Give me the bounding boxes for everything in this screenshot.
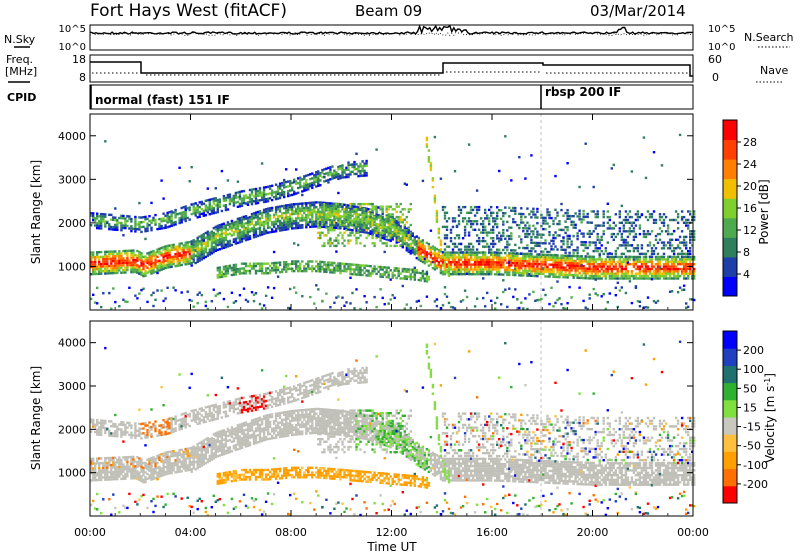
- colorbar-swatch: [723, 382, 737, 401]
- time-axis-label: Time UT: [366, 540, 417, 554]
- colorbar-swatch: [723, 198, 737, 219]
- cpid-label-normal: normal (fast) 151 IF: [95, 93, 230, 107]
- y-tick-label: 4000: [58, 130, 86, 143]
- colorbar-swatch: [723, 178, 737, 199]
- colorbar-tick-label: -200: [743, 478, 768, 491]
- freq-left-tick-bottom: 8: [79, 71, 86, 84]
- velocity-colorbar: 200 100 50 15 -15 -50 -100 -200 Velocity [m s-1…: [722, 330, 778, 504]
- nsearch-label: N.Search: [744, 31, 794, 44]
- x-tick-label: 04:00: [175, 526, 207, 539]
- colorbar-tick-label: 200: [743, 344, 764, 357]
- power-panel: 1000 2000 3000 4000 Slant Range [km]: [29, 113, 696, 311]
- colorbar-tick-label: 4: [743, 268, 750, 281]
- colorbar-tick-label: 8: [743, 246, 750, 259]
- colorbar-tick-label: 100: [743, 363, 764, 376]
- colorbar-tick-label: 50: [743, 382, 757, 395]
- power-x-ticks: [89, 114, 694, 310]
- x-tick-label: 20:00: [577, 526, 609, 539]
- nave-trace: [92, 71, 688, 76]
- velocity-colorbar-label: Velocity [m s-1]: [763, 373, 778, 463]
- nsearch-trace: [89, 31, 694, 37]
- date-label: 03/Mar/2014: [590, 2, 686, 20]
- nsky-trace: [89, 24, 694, 35]
- freq-right-tick-top: 60: [708, 53, 722, 66]
- y-tick-label: 3000: [58, 173, 86, 186]
- x-tick-label: 00:00: [677, 526, 709, 539]
- power-ylabel: Slant Range [km]: [29, 160, 43, 264]
- power-scatter: [90, 133, 696, 311]
- y-tick-label: 1000: [58, 467, 86, 480]
- y-tick-label: 3000: [58, 380, 86, 393]
- nsky-label: N.Sky: [4, 33, 36, 46]
- noise-right-tick-top: 10^5: [708, 24, 735, 35]
- colorbar-tick-label: 16: [743, 202, 757, 215]
- colorbar-swatch: [723, 139, 737, 160]
- freq-left-tick-top: 18: [72, 53, 86, 66]
- y-tick-label: 1000: [58, 260, 86, 273]
- colorbar-swatch: [723, 159, 737, 180]
- colorbar-swatch: [723, 348, 737, 366]
- velocity-scatter: [90, 340, 696, 517]
- colorbar-swatch: [723, 331, 737, 349]
- freq-panel: 18 8 60 0: [72, 53, 722, 84]
- freq-trace: [90, 61, 693, 77]
- velocity-y-ticks: 1000 2000 3000 4000: [58, 337, 693, 480]
- colorbar-tick-label: -15: [743, 421, 761, 434]
- colorbar-tick-label: -100: [743, 459, 768, 472]
- colorbar-swatch: [723, 256, 737, 277]
- x-tick-label: 12:00: [376, 526, 408, 539]
- colorbar-swatch: [723, 485, 737, 504]
- station-title: Fort Hays West (fitACF): [90, 1, 287, 21]
- colorbar-tick-label: 15: [743, 401, 757, 414]
- colorbar-swatch: [723, 451, 737, 470]
- colorbar-swatch: [723, 120, 737, 141]
- power-colorbar: 4 8 12 16 20 24 28 Power [dB]: [722, 119, 771, 297]
- noise-panel: 10^5 10^0 10^5 10^0: [59, 24, 736, 53]
- beam-label: Beam 09: [355, 2, 422, 20]
- velocity-x-ticks: 00:00 04:00 08:00 12:00 16:00 20:00 00:00: [74, 321, 709, 539]
- nave-label: Nave: [760, 64, 788, 77]
- colorbar-swatch: [723, 399, 737, 418]
- colorbar-swatch: [723, 468, 737, 487]
- noise-left-tick-bottom: 10^0: [59, 42, 86, 53]
- cpid-panel: normal (fast) 151 IF rbsp 200 IF: [89, 84, 694, 110]
- cpid-label-rbsp: rbsp 200 IF: [545, 85, 621, 99]
- colorbar-tick-label: 20: [743, 180, 757, 193]
- y-tick-label: 2000: [58, 423, 86, 436]
- colorbar-swatch: [723, 434, 737, 452]
- power-y-ticks: 1000 2000 3000 4000: [58, 130, 693, 273]
- colorbar-swatch: [723, 417, 737, 435]
- colorbar-tick-label: 24: [743, 158, 757, 171]
- velocity-ylabel: Slant Range [km]: [29, 366, 43, 470]
- colorbar-tick-label: -50: [743, 440, 761, 453]
- colorbar-tick-label: 28: [743, 136, 757, 149]
- freq-right-tick-bottom: 0: [712, 71, 719, 84]
- colorbar-swatch: [723, 276, 737, 297]
- colorbar-swatch: [723, 217, 737, 238]
- cpid-label: CPID: [7, 91, 36, 104]
- y-tick-label: 4000: [58, 337, 86, 350]
- freq-label-2: [MHz]: [5, 65, 37, 78]
- power-colorbar-label: Power [dB]: [757, 179, 771, 244]
- velocity-panel: 1000 2000 3000 4000 00:00 04:00 08:00 12:00 16:…: [29, 320, 709, 554]
- x-tick-label: 16:00: [476, 526, 508, 539]
- x-tick-label: 08:00: [275, 526, 307, 539]
- y-tick-label: 2000: [58, 217, 86, 230]
- colorbar-tick-label: 12: [743, 224, 757, 237]
- freq-label-1: Freq.: [6, 53, 33, 66]
- noise-right-tick-bottom: 10^0: [708, 42, 735, 53]
- colorbar-swatch: [723, 237, 737, 258]
- noise-left-tick-top: 10^5: [59, 24, 86, 35]
- colorbar-frame: [722, 330, 738, 504]
- x-tick-label: 00:00: [74, 526, 106, 539]
- colorbar-swatch: [723, 365, 737, 384]
